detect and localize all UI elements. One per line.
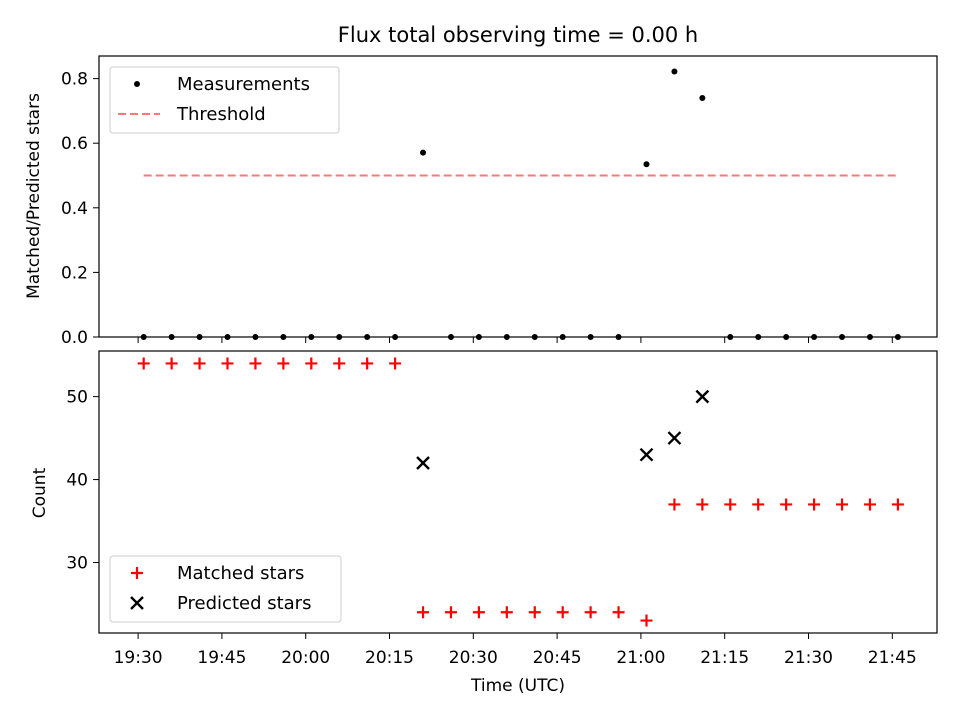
legend-1-item-1-label: Predicted stars (177, 593, 311, 614)
series-measurements-point-18 (643, 161, 650, 168)
x-tick-label-8: 21:30 (784, 648, 833, 668)
series-matched-stars-point-22 (752, 498, 765, 511)
series-matched-stars-point-23 (780, 498, 793, 511)
x-axis-label: Time (UTC) (470, 676, 565, 696)
panel-0-y-tick-label-3: 0.6 (61, 134, 88, 154)
x-tick-label-6: 21:00 (616, 648, 665, 668)
series-matched-stars-point-14 (528, 606, 541, 619)
series-matched-stars-point-17 (612, 606, 625, 619)
x-tick-label-1: 19:45 (197, 648, 246, 668)
series-matched-stars-point-1 (165, 357, 178, 370)
panel-0-y-tick-label-0: 0.0 (61, 328, 88, 348)
series-matched-stars-point-0 (137, 357, 150, 370)
panel-0-y-tick-label-2: 0.4 (61, 199, 88, 219)
series-matched-stars-point-19 (668, 498, 681, 511)
series-matched-stars-point-13 (500, 606, 513, 619)
series-matched-stars-point-20 (696, 498, 709, 511)
chart-legends: Measurements Threshold Matched stars Predic… (109, 66, 342, 623)
series-matched-stars-point-3 (221, 357, 234, 370)
bottom-y-axis-label: Count (30, 467, 50, 518)
series-matched-stars-point-26 (863, 498, 876, 511)
series-matched-stars-point-6 (305, 357, 318, 370)
panel-0-y-tick-label-4: 0.8 (61, 70, 88, 90)
chart-title: Flux total observing time = 0.00 h (338, 23, 698, 47)
series-measurements-point-19 (671, 68, 678, 75)
chart-marks (137, 68, 904, 627)
x-tick-label-5: 20:45 (533, 648, 582, 668)
series-measurements-point-10 (420, 149, 427, 156)
x-tick-label-0: 19:30 (114, 648, 163, 668)
series-matched-stars-point-16 (584, 606, 597, 619)
series-predicted-stars-point-0 (416, 456, 430, 470)
series-matched-stars-point-8 (361, 357, 374, 370)
panel-1-y-tick-label-1: 40 (66, 471, 88, 491)
panel-1-y-tick-label-0: 30 (66, 554, 88, 574)
legend-1 (109, 555, 342, 623)
panel-frame-1 (98, 350, 938, 634)
series-matched-stars-point-12 (472, 606, 485, 619)
series-matched-stars-point-11 (444, 606, 457, 619)
series-matched-stars-point-2 (193, 357, 206, 370)
series-predicted-stars-point-3 (695, 389, 710, 404)
series-matched-stars-point-9 (389, 357, 402, 370)
series-measurements-point-20 (699, 94, 706, 101)
series-matched-stars-point-27 (891, 498, 904, 511)
legend-1-item-0-label: Matched stars (177, 563, 304, 584)
series-matched-stars-point-25 (836, 498, 849, 511)
panel-frame-0 (98, 55, 938, 338)
legend-0-item-0-label: Measurements (177, 74, 310, 95)
top-y-axis-label: Matched/Predicted stars (24, 93, 44, 299)
series-matched-stars-point-4 (249, 357, 262, 370)
series-matched-stars-point-5 (277, 357, 290, 370)
legend-0-item-1-label: Threshold (176, 104, 266, 125)
series-matched-stars-point-21 (724, 498, 737, 511)
x-tick-label-4: 20:30 (449, 648, 498, 668)
series-matched-stars-point-7 (333, 357, 346, 370)
legend-0-item-0-swatch (134, 81, 140, 87)
series-predicted-stars-point-1 (639, 447, 654, 462)
panel-frames: 0.0 0.2 0.4 0.6 0.8 30 40 50 19:30 19:45 20:00 20:1… (61, 55, 938, 668)
series-matched-stars-point-24 (808, 498, 821, 511)
series-matched-stars-point-18 (640, 614, 653, 627)
panel-0-y-tick-label-1: 0.2 (61, 263, 88, 283)
legend-1-item-0-swatch (131, 567, 143, 579)
legend-1-item-1-swatch (130, 596, 144, 610)
panel-1-y-tick-label-2: 50 (66, 388, 88, 408)
x-tick-label-2: 20:00 (281, 648, 330, 668)
series-matched-stars-point-10 (417, 606, 430, 619)
series-predicted-stars-point-2 (667, 431, 682, 445)
legend-0 (109, 66, 340, 134)
x-tick-label-7: 21:15 (700, 648, 749, 668)
series-matched-stars-point-15 (556, 606, 569, 619)
x-tick-label-3: 20:15 (365, 648, 414, 668)
x-tick-label-9: 21:45 (868, 648, 917, 668)
